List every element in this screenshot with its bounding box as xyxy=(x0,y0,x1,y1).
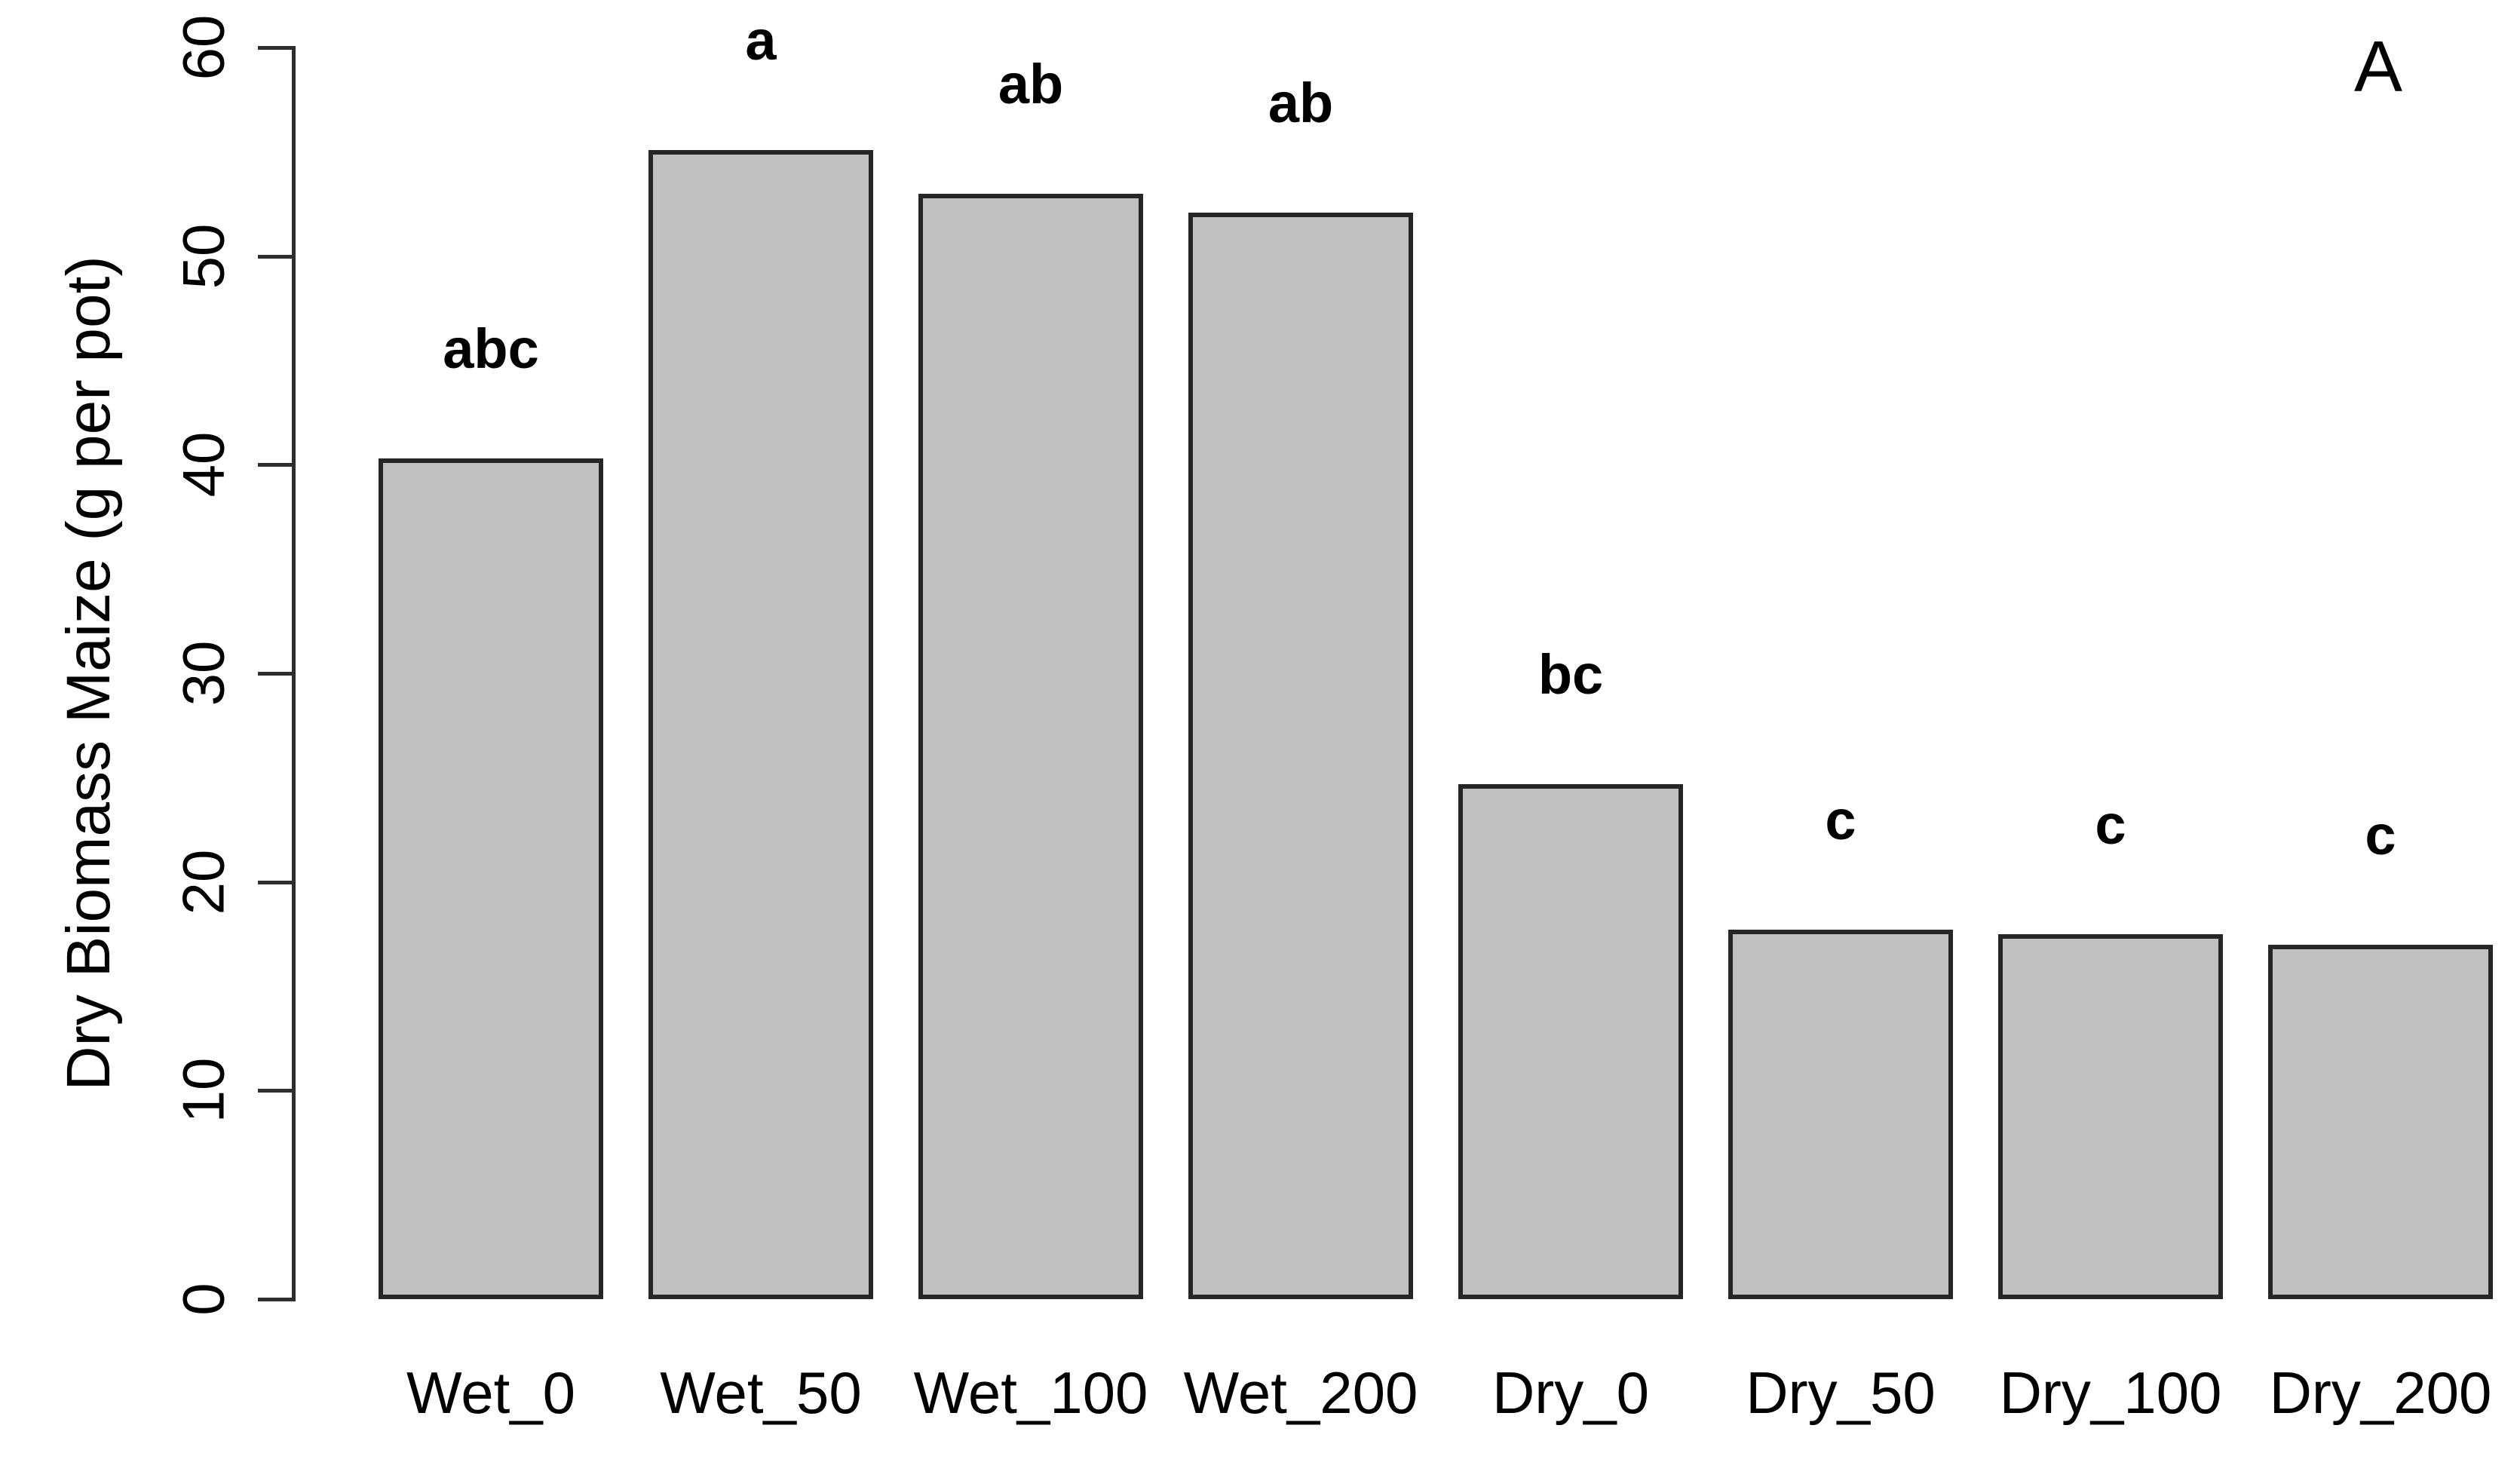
y-tick-mark xyxy=(258,463,292,467)
y-tick-mark xyxy=(258,1298,292,1301)
bar-significance-label: abc xyxy=(443,317,539,380)
x-tick-label: Wet_50 xyxy=(660,1359,862,1426)
panel-label: A xyxy=(2354,26,2403,107)
y-tick-mark xyxy=(258,672,292,676)
y-tick-label: 40 xyxy=(170,431,237,498)
y-tick-mark xyxy=(258,254,292,259)
y-axis-line xyxy=(292,46,296,1301)
x-tick-label: Dry_0 xyxy=(1491,1359,1650,1426)
bar-significance-label: c xyxy=(2095,793,2126,856)
bar-significance-label: c xyxy=(1825,789,1856,851)
x-tick-label: Wet_200 xyxy=(1183,1359,1418,1426)
bar-significance-label: bc xyxy=(1537,643,1604,706)
x-tick-label: Dry_100 xyxy=(1999,1359,2222,1426)
bar xyxy=(918,194,1143,1299)
bar xyxy=(1458,784,1683,1299)
x-tick-label: Wet_100 xyxy=(913,1359,1148,1426)
bar xyxy=(1188,213,1413,1299)
bar xyxy=(648,150,873,1299)
bar-significance-label: ab xyxy=(998,53,1064,115)
bar-significance-label: c xyxy=(2365,804,2396,866)
bar xyxy=(1728,930,1953,1299)
y-tick-label: 20 xyxy=(170,849,237,915)
y-tick-label: 30 xyxy=(170,640,237,706)
y-tick-mark xyxy=(258,880,292,884)
x-tick-label: Dry_200 xyxy=(2269,1359,2492,1426)
bar-significance-label: a xyxy=(745,9,777,72)
y-tick-mark xyxy=(258,46,292,50)
bar xyxy=(379,458,603,1299)
y-tick-label: 10 xyxy=(170,1057,237,1123)
y-tick-label: 60 xyxy=(170,14,237,81)
y-tick-label: 50 xyxy=(170,223,237,290)
y-axis-title: Dry Biomass Maize (g per pot) xyxy=(54,256,123,1091)
x-tick-label: Wet_0 xyxy=(406,1359,576,1426)
y-tick-mark xyxy=(258,1089,292,1093)
bar-significance-label: ab xyxy=(1268,72,1334,134)
y-tick-label: 0 xyxy=(170,1283,237,1316)
bar xyxy=(2268,945,2493,1299)
x-tick-label: Dry_50 xyxy=(1746,1359,1936,1426)
bar xyxy=(1998,934,2223,1299)
